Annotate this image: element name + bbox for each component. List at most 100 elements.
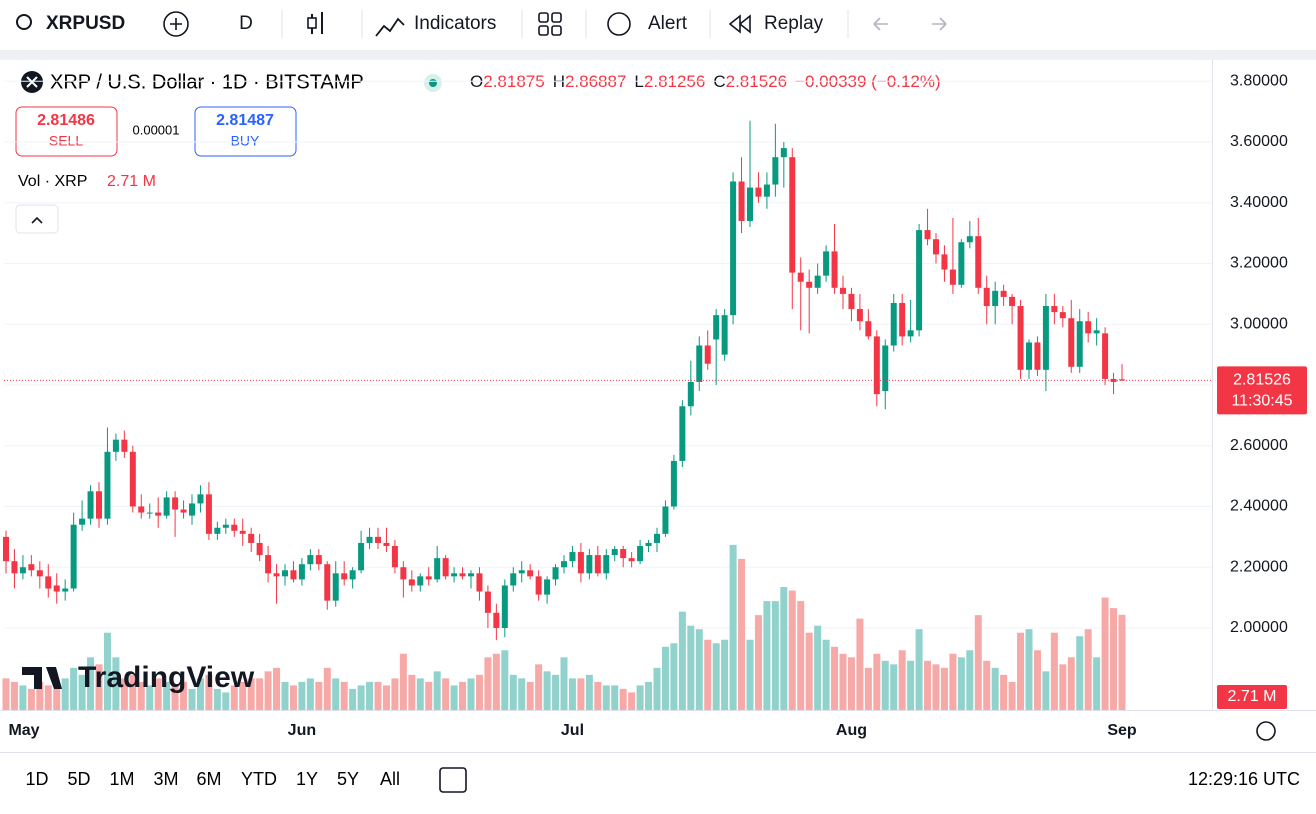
volume-bar: [492, 653, 500, 710]
candle-body: [138, 506, 145, 513]
x-tick-label: Sep: [1107, 722, 1137, 739]
x-tick-label: Jul: [561, 722, 584, 739]
brand: TradingView: [78, 661, 255, 694]
volume-bar: [831, 646, 839, 710]
volume-bar: [552, 674, 560, 710]
candle-body: [907, 330, 914, 337]
buy-price: 2.81487: [216, 112, 274, 129]
volume-bar: [146, 685, 154, 710]
volume-bar: [103, 632, 111, 710]
candle-body: [721, 315, 728, 355]
buy-label: BUY: [231, 133, 260, 149]
price-label: 2.81526: [1233, 372, 1291, 389]
volume-bar: [450, 685, 458, 710]
sell-button[interactable]: [15, 106, 118, 157]
volume-bar: [721, 639, 729, 710]
volume-bar: [847, 657, 855, 710]
volume-bar: [289, 685, 297, 710]
candle-body: [941, 254, 948, 270]
settings-icon[interactable]: [1256, 721, 1276, 741]
volume-bar: [636, 685, 644, 710]
volume-bar: [898, 650, 906, 710]
candle-body: [823, 251, 830, 276]
candle-body: [535, 576, 542, 595]
volume-bar: [628, 692, 636, 710]
candle-body: [611, 549, 618, 556]
sell-label: SELL: [49, 133, 83, 149]
timeframe-button[interactable]: 6M: [196, 769, 221, 789]
search-icon[interactable]: [16, 14, 32, 30]
volume-bar: [2, 678, 10, 710]
timeframe-button[interactable]: 5D: [67, 769, 90, 789]
timeframe-button[interactable]: YTD: [241, 769, 277, 789]
timeframe-button[interactable]: 5Y: [337, 769, 359, 789]
candle-body: [933, 239, 939, 255]
collapse-icon: [31, 216, 43, 224]
volume-bar: [120, 678, 128, 710]
volume-bar: [459, 681, 467, 710]
candle-body: [992, 290, 999, 307]
candle-body: [1119, 379, 1125, 381]
alert-icon[interactable]: [607, 12, 631, 36]
candle-body: [79, 518, 86, 525]
price-axis-border: [1212, 60, 1213, 710]
redo[interactable]: [932, 17, 947, 31]
spread: 0.00001: [133, 122, 180, 137]
candle-body: [958, 242, 965, 285]
candle-body: [96, 491, 102, 519]
candle-body: [518, 570, 525, 574]
ohlc-legend: O2.81875 H2.86887 L2.81256 C2.81526 −0.00339…: [470, 72, 941, 91]
candle-body: [425, 576, 432, 580]
candle-body: [840, 287, 846, 294]
symbol[interactable]: XRPUSD: [46, 13, 125, 34]
volume-bar: [1059, 664, 1067, 710]
timeframe-button[interactable]: 1Y: [296, 769, 318, 789]
timeframe-button[interactable]: 3M: [153, 769, 178, 789]
candle-body: [163, 497, 170, 516]
volume-bar: [1042, 671, 1050, 710]
volume-bar: [475, 674, 483, 710]
add-button[interactable]: [163, 11, 189, 37]
undo[interactable]: [873, 17, 888, 31]
buy-button[interactable]: [194, 106, 297, 157]
x-tick-label: Jun: [288, 722, 316, 739]
volume-bar: [738, 558, 746, 710]
volume-bar: [509, 674, 517, 710]
volume-bar: [788, 590, 796, 710]
candle-body: [375, 536, 381, 543]
volume-bar: [890, 664, 898, 710]
candle-body: [1076, 321, 1083, 367]
indicators[interactable]: Indicators: [414, 13, 496, 34]
indicators-icon[interactable]: [375, 17, 405, 37]
volume-bar: [704, 639, 712, 710]
candle-body: [696, 345, 703, 382]
candle-body: [916, 230, 923, 331]
timeframe-button[interactable]: All: [380, 769, 400, 789]
interval[interactable]: D: [239, 13, 253, 34]
candle-body: [848, 293, 855, 310]
volume-bar: [180, 681, 188, 710]
candle-body: [1068, 318, 1075, 367]
replay[interactable]: Replay: [764, 13, 824, 34]
candle-body: [1026, 342, 1032, 370]
volume-bar: [881, 660, 889, 710]
candle-body: [637, 545, 644, 562]
volume-bar: [129, 674, 137, 710]
x-tick-label: May: [8, 722, 39, 739]
volume-bar: [1110, 608, 1118, 710]
candle-body: [747, 187, 753, 221]
timeframe-button[interactable]: 1M: [109, 769, 134, 789]
alert[interactable]: Alert: [648, 13, 688, 34]
candle-body: [70, 524, 77, 589]
layouts-icon[interactable]: [538, 12, 562, 36]
l-value: 2.81256: [644, 72, 705, 91]
candle-body: [366, 536, 373, 543]
goto-date[interactable]: [439, 767, 467, 793]
volume-bar: [746, 639, 754, 710]
candle-body: [11, 561, 18, 574]
timeframes: 1D 5D 1M 3M 6M YTD 1Y 5Y All: [25, 769, 400, 789]
volume-bar: [222, 692, 230, 710]
timeframe-button[interactable]: 1D: [25, 769, 48, 789]
volume-bar: [1025, 629, 1033, 710]
replay-icon[interactable]: [728, 14, 751, 34]
